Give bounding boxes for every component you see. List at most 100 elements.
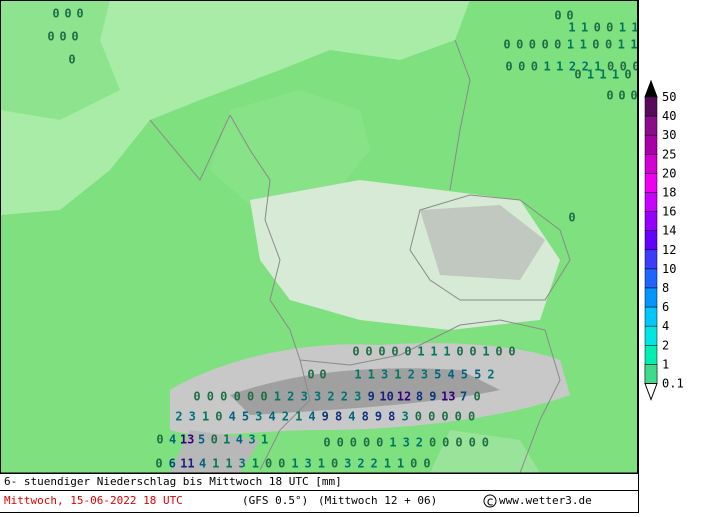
precip-value: 3 xyxy=(403,436,410,450)
precip-value: 0 xyxy=(428,410,435,424)
precip-value: 9 xyxy=(375,410,382,424)
precip-value: 1 xyxy=(261,433,268,447)
legend-arrow-bottom xyxy=(644,383,658,401)
precip-value: 0 xyxy=(260,390,267,404)
precip-value: 1 xyxy=(252,457,259,471)
precip-value: 10 xyxy=(379,390,393,404)
precip-value: 1 xyxy=(291,457,298,471)
precip-value: 0 xyxy=(518,60,525,74)
precip-value: 9 xyxy=(429,390,436,404)
precip-value: 0 xyxy=(331,457,338,471)
adriatic xyxy=(430,430,540,473)
border xyxy=(519,329,561,474)
precip-value: 0 xyxy=(456,345,463,359)
precip-value: 4 xyxy=(229,410,236,424)
precip-value: 3 xyxy=(301,390,308,404)
precip-value: 13 xyxy=(441,390,455,404)
precip-value: 1 xyxy=(417,345,424,359)
precip-value: 0 xyxy=(76,7,83,21)
precip-value: 0 xyxy=(529,38,536,52)
legend-swatch xyxy=(644,173,658,193)
precip-value: 3 xyxy=(421,368,428,382)
precip-value: 0 xyxy=(531,60,538,74)
precip-value: 0 xyxy=(52,7,59,21)
precip-value: 1 xyxy=(568,21,575,35)
precip-value: 0 xyxy=(554,9,561,23)
precip-value: 0 xyxy=(234,390,241,404)
precip-value: 0 xyxy=(337,436,344,450)
precip-value: 0 xyxy=(215,410,222,424)
legend-label: 30 xyxy=(662,128,676,142)
legend-label: 16 xyxy=(662,205,676,219)
border xyxy=(299,319,546,366)
precip-value: 0 xyxy=(68,53,75,67)
precip-value: 2 xyxy=(408,368,415,382)
precip-value: 2 xyxy=(371,457,378,471)
precip-value: 0 xyxy=(618,89,625,103)
precip-value: 1 xyxy=(587,68,594,82)
precip-value: 9 xyxy=(322,410,329,424)
precip-value: 0 xyxy=(607,60,614,74)
precip-value: 0 xyxy=(630,89,637,103)
precip-value: 0 xyxy=(429,436,436,450)
copyright-icon xyxy=(483,494,497,508)
precip-value: 1 xyxy=(581,21,588,35)
precip-value: 0 xyxy=(568,211,575,225)
precip-value: 0 xyxy=(554,38,561,52)
precip-value: 0 xyxy=(495,345,502,359)
precip-value: 0 xyxy=(156,433,163,447)
precip-value: 1 xyxy=(599,68,606,82)
borders xyxy=(149,39,571,474)
precip-value: 8 xyxy=(335,410,342,424)
precip-value: 0 xyxy=(220,390,227,404)
precip-value: 1 xyxy=(430,345,437,359)
precip-value: 1 xyxy=(556,60,563,74)
legend-label: 2 xyxy=(662,338,669,352)
precip-value: 5 xyxy=(242,410,249,424)
legend-swatch xyxy=(644,211,658,231)
legend-label: 1 xyxy=(662,357,669,371)
legend-swatch xyxy=(644,325,658,346)
precip-value: 7 xyxy=(460,390,467,404)
precip-value: 6 xyxy=(169,457,176,471)
precip-value: 5 xyxy=(474,368,481,382)
precip-value: 1 xyxy=(482,345,489,359)
precip-value: 0 xyxy=(378,345,385,359)
precip-value: 2 xyxy=(357,457,364,471)
legend-swatch xyxy=(644,134,658,155)
precip-value: 0 xyxy=(605,38,612,52)
precip-value: 0 xyxy=(155,457,162,471)
legend-label: 14 xyxy=(662,224,676,238)
precip-value: 0 xyxy=(307,368,314,382)
model: (GFS 0.5°) xyxy=(242,494,308,507)
precip-value: 1 xyxy=(394,368,401,382)
precip-value: 2 xyxy=(175,410,182,424)
precip-value: 3 xyxy=(344,457,351,471)
precip-value: 3 xyxy=(239,457,246,471)
legend-swatch xyxy=(644,154,658,174)
precip-value: 0 xyxy=(606,21,613,35)
precip-value: 1 xyxy=(612,68,619,82)
legend-label: 20 xyxy=(662,166,676,180)
precip-value: 1 xyxy=(618,38,625,52)
precip-value: 4 xyxy=(348,410,355,424)
precip-value: 3 xyxy=(255,410,262,424)
source: www.wetter3.de xyxy=(499,494,592,507)
precip-value: 0 xyxy=(59,30,66,44)
border xyxy=(229,114,301,361)
border xyxy=(409,194,571,301)
precip-value: 3 xyxy=(401,410,408,424)
precip-value: 12 xyxy=(397,390,411,404)
precip-value: 0 xyxy=(455,410,462,424)
legend-swatch xyxy=(644,306,658,327)
precip-value: 8 xyxy=(388,410,395,424)
precip-value: 0 xyxy=(193,390,200,404)
border xyxy=(149,114,231,181)
legend-swatch xyxy=(644,345,658,365)
precip-value: 3 xyxy=(314,390,321,404)
precip-value: 0 xyxy=(247,390,254,404)
western-alps xyxy=(170,430,260,473)
precip-value: 2 xyxy=(582,60,589,74)
precip-value: 3 xyxy=(381,368,388,382)
legend-label: 6 xyxy=(662,300,669,314)
